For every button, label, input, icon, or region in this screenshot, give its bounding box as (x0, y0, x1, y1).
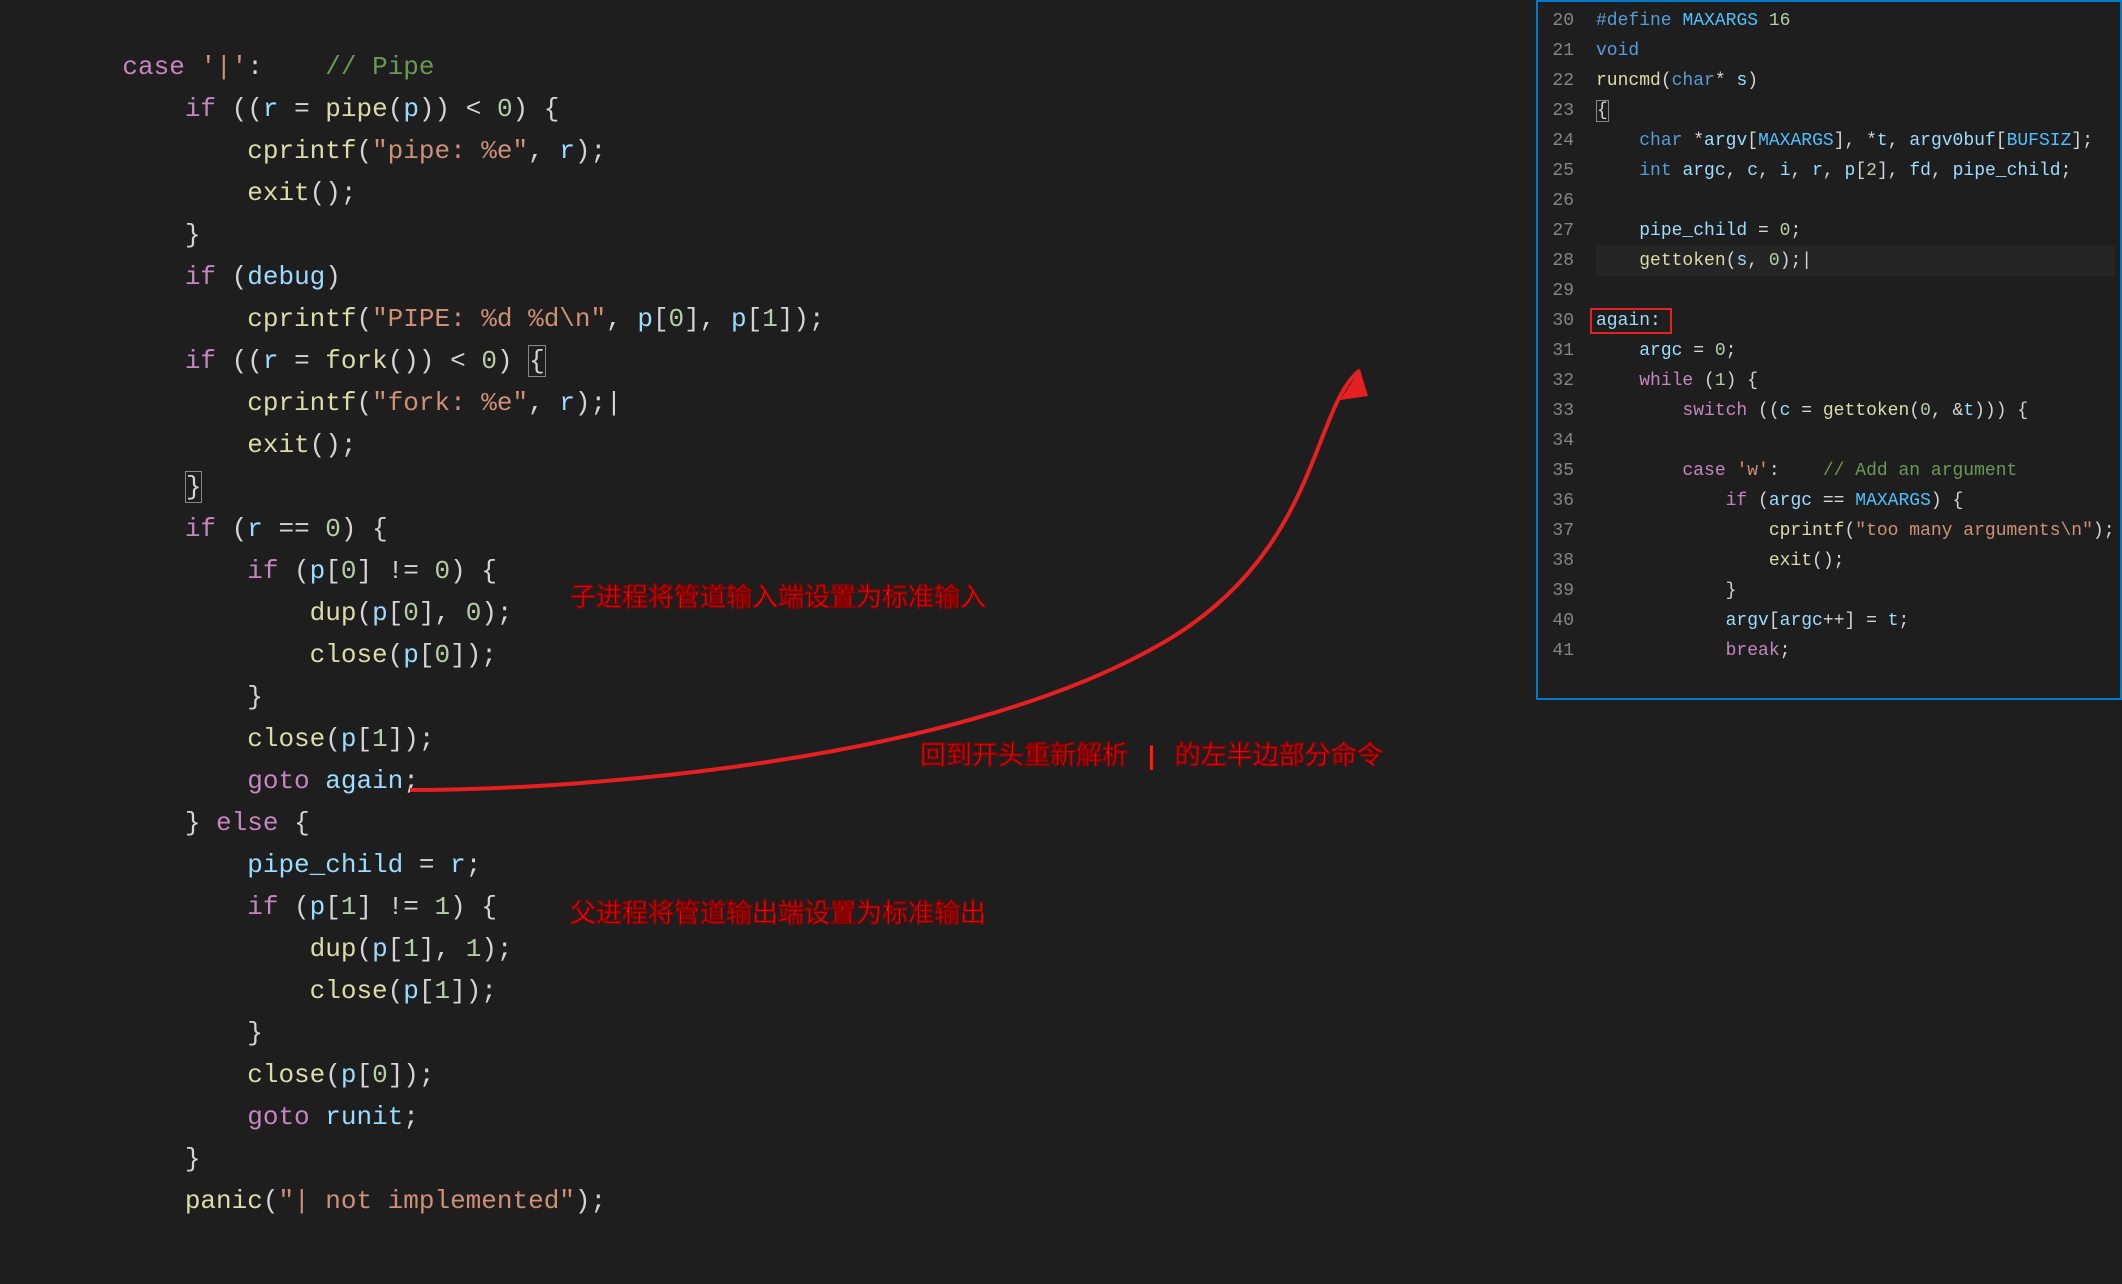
line-number-gutter: 20 21 22 23 24 25 26 27 28 29 30 31 32 3… (1538, 2, 1586, 698)
right-code-area[interactable]: #define MAXARGS 16 void runcmd(char* s) … (1586, 2, 2115, 698)
annotation-parent-process: 父进程将管道输出端设置为标准输出 (570, 893, 986, 930)
right-editor-pane[interactable]: 20 21 22 23 24 25 26 27 28 29 30 31 32 3… (1536, 0, 2122, 700)
annotation-child-process: 子进程将管道输入端设置为标准输入 (570, 577, 986, 614)
annotation-goto-back: 回到开头重新解析 | 的左半边部分命令 (920, 735, 1383, 772)
again-label-highlight-box (1590, 308, 1672, 334)
